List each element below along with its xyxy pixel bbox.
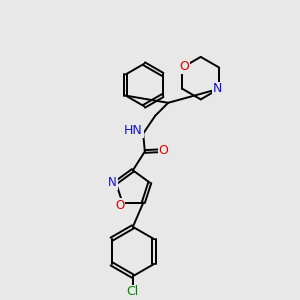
Text: O: O [115, 199, 124, 212]
Text: Cl: Cl [127, 286, 139, 298]
Text: O: O [158, 144, 168, 157]
Text: N: N [213, 82, 222, 95]
Text: N: N [108, 176, 117, 189]
Text: O: O [179, 60, 189, 73]
Text: HN: HN [124, 124, 143, 137]
